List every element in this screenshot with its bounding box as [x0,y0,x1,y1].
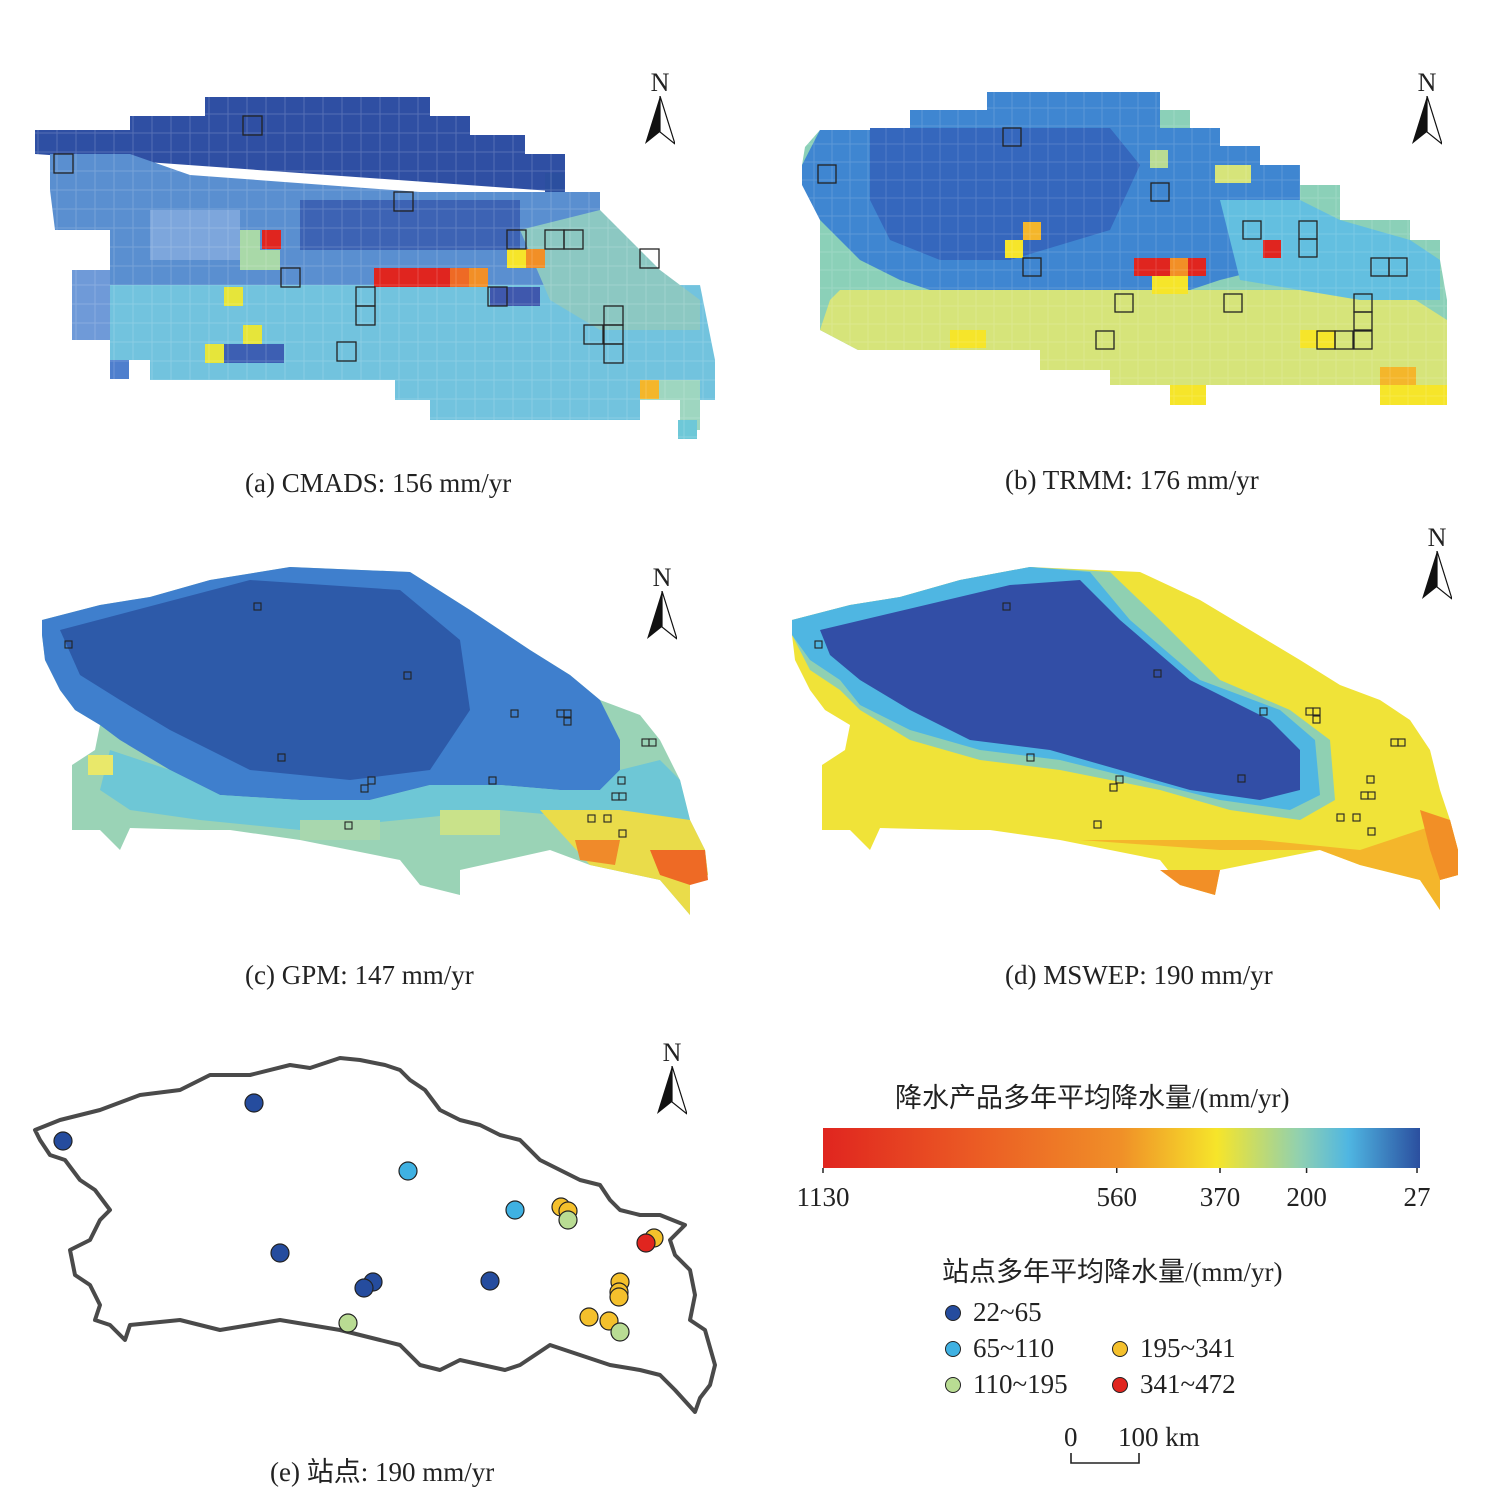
colorbar-ticks [822,1168,1418,1173]
north-label: N [662,1038,682,1067]
legend-dot [945,1304,961,1321]
legend-dot [1112,1376,1128,1393]
legend-item-22-65: 22~65 [945,1297,1042,1328]
colorbar [822,1128,1420,1173]
station-point [636,1233,656,1253]
panel-d: N (d) MSWEP: 190 mm/yr [760,510,1500,1010]
panel-e: N (e) 站点: 190 mm/yr [0,1020,760,1487]
north-label: N [650,68,670,97]
station-point [338,1313,358,1333]
north-label: N [652,563,672,592]
panel-a: N (a) CMADS: 156 mm/yr [0,0,750,510]
station-boxes [817,127,1408,350]
north-arrow-icon [645,96,675,145]
caption-b: (b) TRMM: 176 mm/yr [1005,465,1259,495]
colorbar-tick-label: 1130 [796,1182,850,1212]
legend-label: 341~472 [1140,1369,1236,1399]
colorbar-tick-label: 27 [1403,1182,1431,1212]
legend-dot [945,1376,961,1393]
pixel-grid [30,75,730,445]
colorbar-gradient [823,1128,1420,1168]
scale-line [1070,1453,1140,1464]
legend-label: 65~110 [973,1333,1055,1363]
panel-c: N (c) GPM: 147 mm/yr [0,510,750,1010]
map-stations [33,1056,717,1414]
legend-item-195-341: 195~341 [1112,1333,1236,1364]
north-arrow: N [1407,70,1447,150]
station-point [480,1271,500,1291]
station-point [610,1322,630,1342]
north-arrow: N [642,565,682,645]
north-arrow-icon [657,1066,687,1115]
legend-item-110-195: 110~195 [945,1369,1068,1400]
scale-bar: 0 100 km [1060,1422,1220,1472]
panel-b: N (b) TRMM: 176 mm/yr [760,0,1500,510]
caption-e: (e) 站点: 190 mm/yr [270,1457,495,1487]
station-legend-title: 站点多年平均降水量/(mm/yr) [942,1257,1283,1287]
north-arrow-icon [1422,551,1452,600]
legend-label: 195~341 [1140,1333,1236,1363]
station-boxes [53,115,660,364]
map-cmads [30,75,730,445]
legend-dot [1112,1340,1128,1357]
colorbar-tick-label: 200 [1286,1182,1327,1212]
precip-raster [792,567,1458,910]
scale-zero: 0 [1064,1422,1078,1452]
legend-label: 22~65 [973,1297,1042,1327]
caption-a: (a) CMADS: 156 mm/yr [245,468,512,498]
station-point [505,1200,525,1220]
north-arrow: N [652,1040,692,1120]
legend-item-65-110: 65~110 [945,1333,1054,1364]
station-point [244,1093,264,1113]
precip-raster [42,567,708,915]
caption-c: (c) GPM: 147 mm/yr [245,960,474,990]
north-arrow: N [1417,525,1457,605]
colorbar-tick-label: 560 [1096,1182,1137,1212]
north-arrow-icon [1412,96,1442,145]
station-point [398,1161,418,1181]
north-arrow-icon [647,591,677,640]
north-label: N [1417,68,1437,97]
map-trmm [800,88,1450,408]
legend-label: 110~195 [973,1369,1068,1399]
station-point [579,1307,599,1327]
colorbar-title: 降水产品多年平均降水量/(mm/yr) [895,1083,1290,1113]
caption-d: (d) MSWEP: 190 mm/yr [1005,960,1273,990]
station-point [270,1243,290,1263]
station-point [609,1287,629,1307]
station-point [354,1278,374,1298]
pixel-grid [800,88,1450,408]
legend-dot [945,1340,961,1357]
scale-distance: 100 km [1118,1422,1200,1452]
station-boxes [814,602,1406,836]
station-points [53,1093,664,1342]
colorbar-tick-label: 370 [1199,1182,1241,1212]
station-boxes [64,602,657,838]
map-gpm [42,567,708,915]
map-mswep [792,567,1458,910]
legend-item-341-472: 341~472 [1112,1369,1236,1400]
north-label: N [1427,523,1447,552]
station-point [558,1210,578,1230]
station-point [53,1131,73,1151]
basin-outline [33,1056,717,1414]
north-arrow: N [640,70,680,150]
